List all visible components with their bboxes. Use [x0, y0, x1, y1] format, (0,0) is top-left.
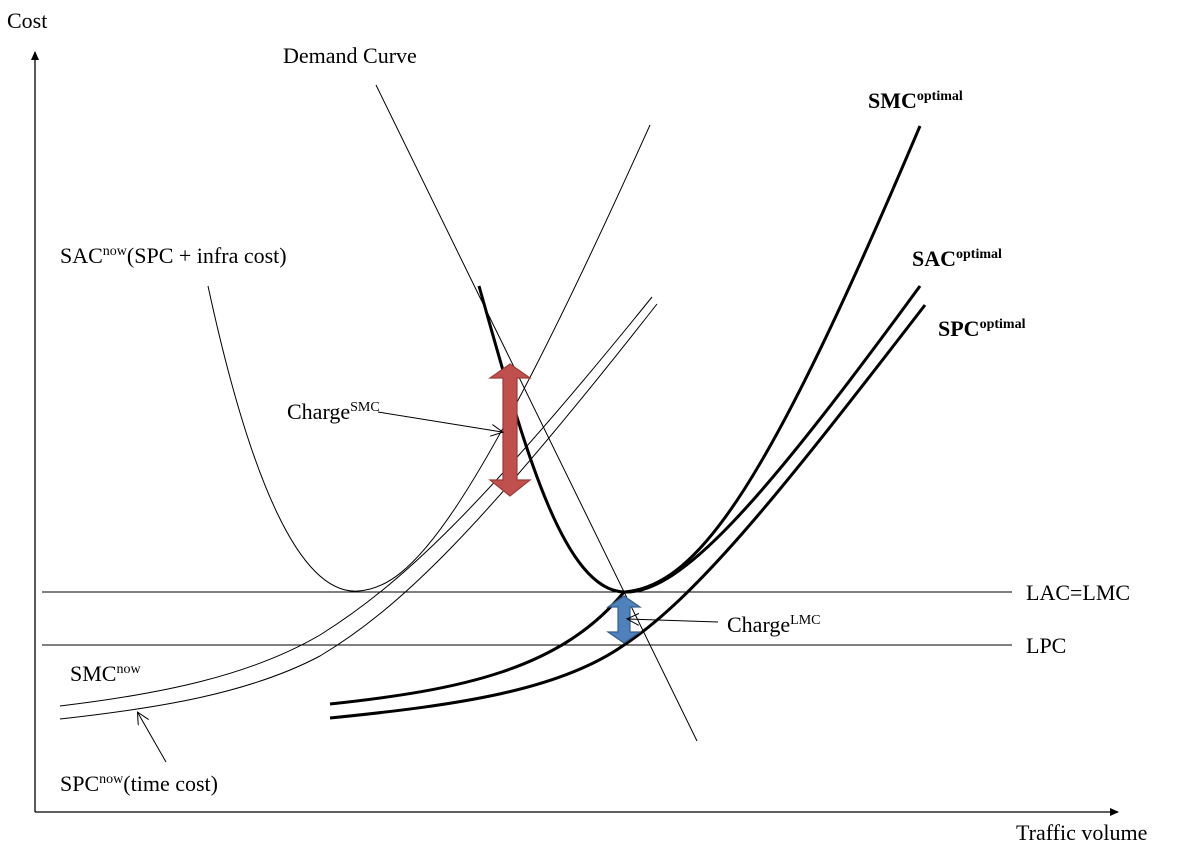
smc-now-label: SMCnow — [70, 661, 141, 686]
spc-now-curve — [59, 303, 658, 720]
charge-smc-arrow — [488, 363, 532, 497]
sac-now-label: SACnow(SPC + infra cost) — [60, 243, 287, 268]
x-axis-label: Traffic volume — [1016, 820, 1147, 845]
sac-optimal-curve — [477, 285, 922, 594]
charge-smc-pointer — [377, 411, 502, 432]
demand-curve — [375, 84, 698, 742]
sac-optimal-lower-branch — [329, 591, 626, 706]
spc-optimal-curve — [329, 304, 927, 720]
lac-lmc-label: LAC=LMC — [1026, 580, 1130, 605]
lpc-label: LPC — [1026, 633, 1066, 658]
charge-lmc-pointer — [628, 619, 719, 622]
spc-now-pointer — [138, 713, 167, 763]
smc-optimal-curve — [624, 125, 922, 594]
y-axis-label: Cost — [7, 8, 47, 33]
charge-lmc-arrow — [606, 595, 642, 644]
charge-smc-label: ChargeSMC — [287, 399, 380, 424]
sac-optimal-label: SACoptimal — [912, 246, 1002, 271]
demand-curve-label: Demand Curve — [283, 43, 417, 68]
sac-now-curve — [207, 124, 651, 592]
spc-optimal-label: SPCoptimal — [938, 316, 1026, 341]
smc-optimal-label: SMCoptimal — [868, 88, 963, 113]
charge-lmc-label: ChargeLMC — [727, 612, 820, 637]
spc-now-label: SPCnow(time cost) — [60, 771, 218, 796]
